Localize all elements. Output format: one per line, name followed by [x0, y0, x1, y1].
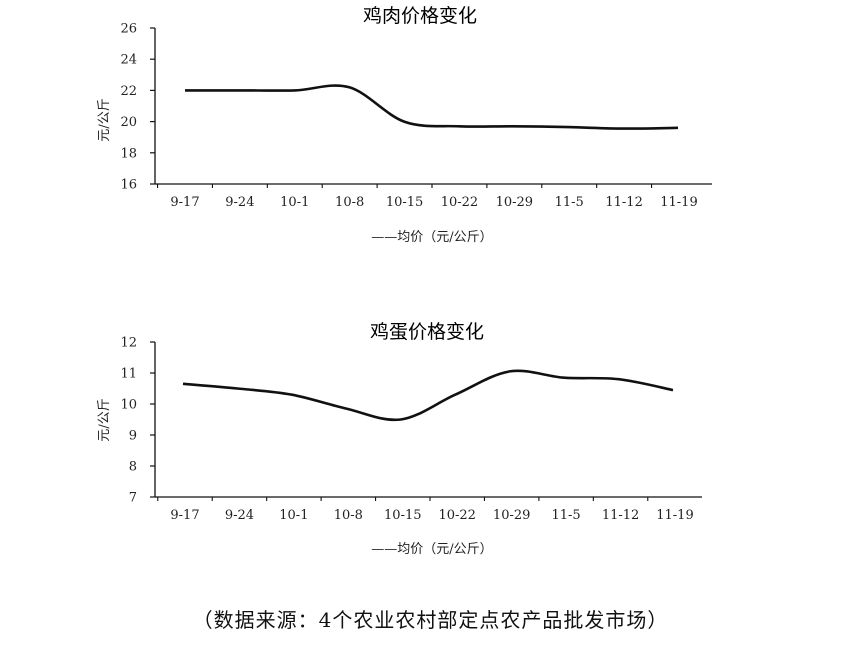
- y-tick-label: 12: [120, 336, 137, 351]
- chart-title: 鸡蛋价格变化: [370, 321, 484, 343]
- x-tick-label: 9-24: [225, 508, 254, 523]
- x-tick-label: 11-12: [605, 195, 642, 210]
- chicken-price-chart: 鸡肉价格变化 元/公斤 16 18 20 22 24 26 9-17 9-24 10-1 10-…: [97, 5, 712, 245]
- x-tick-label: 10-15: [386, 195, 423, 210]
- x-tick-label: 10-29: [493, 508, 530, 523]
- y-tick-label: 26: [120, 22, 137, 37]
- x-tick-label: 11-12: [602, 508, 639, 523]
- chart-title: 鸡肉价格变化: [363, 5, 477, 27]
- x-tick-label: 11-5: [555, 195, 584, 210]
- y-tick-label: 10: [120, 398, 137, 413]
- y-tick-label: 9: [129, 429, 137, 444]
- x-tick-label: 9-24: [225, 195, 254, 210]
- y-tick-label: 11: [120, 367, 137, 382]
- egg-price-chart: 鸡蛋价格变化 元/公斤 7 8 9 10 11 12 9-17 9-24 10-1 10-8 10…: [97, 321, 702, 557]
- y-tick-label: 22: [120, 84, 137, 99]
- y-tick-label: 7: [129, 491, 137, 506]
- x-tick-label: 10-8: [334, 508, 363, 523]
- y-tick-label: 18: [120, 146, 137, 161]
- x-tick-label: 10-29: [496, 195, 533, 210]
- x-tick-label: 11-5: [552, 508, 581, 523]
- x-tick-label: 9-17: [170, 195, 199, 210]
- x-tick-label: 9-17: [170, 508, 199, 523]
- x-tick-label: 10-1: [279, 508, 308, 523]
- y-tick-label: 24: [120, 53, 137, 68]
- data-source-note: （数据来源：4个农业农村部定点农产品批发市场）: [192, 608, 669, 632]
- x-tick-label: 11-19: [660, 195, 697, 210]
- y-axis-label: 元/公斤: [97, 98, 112, 141]
- legend-entry: ——均价（元/公斤）: [371, 542, 492, 557]
- x-tick-label: 11-19: [656, 508, 693, 523]
- y-tick-label: 16: [120, 178, 137, 193]
- series-line: [182, 369, 674, 422]
- legend-entry: ——均价（元/公斤）: [371, 230, 492, 245]
- x-tick-label: 10-15: [384, 508, 421, 523]
- series-line: [185, 84, 679, 130]
- x-tick-label: 10-22: [441, 195, 478, 210]
- x-tick-label: 10-1: [280, 195, 309, 210]
- y-axis-label: 元/公斤: [97, 398, 112, 441]
- y-tick-label: 8: [129, 460, 137, 475]
- x-tick-label: 10-8: [335, 195, 364, 210]
- y-tick-label: 20: [120, 115, 137, 130]
- x-tick-label: 10-22: [438, 508, 475, 523]
